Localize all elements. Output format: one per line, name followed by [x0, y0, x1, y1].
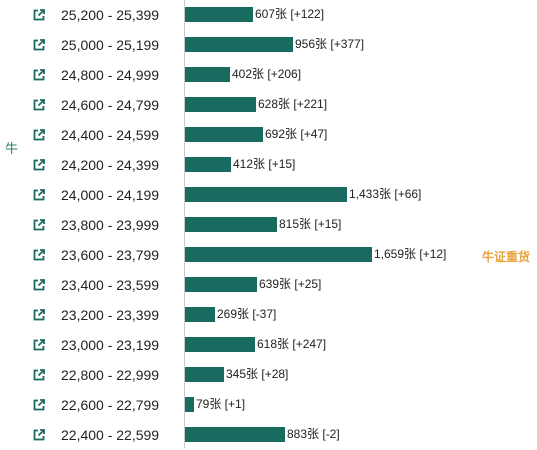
bar	[185, 427, 285, 442]
table-row: 23,000 - 23,199 618张 [+247]	[0, 330, 537, 360]
table-row: 22,800 - 22,999 345张 [+28]	[0, 360, 537, 390]
external-link-icon[interactable]	[33, 429, 45, 441]
range-label: 23,000 - 23,199	[61, 337, 160, 353]
external-link-icon[interactable]	[33, 309, 45, 321]
bar-group: 412张 [+15]	[185, 157, 295, 172]
range-label: 24,600 - 24,799	[61, 97, 160, 113]
range-label: 25,000 - 25,199	[61, 37, 160, 53]
bar-value-label: 618张 [+247]	[257, 337, 327, 351]
bar	[185, 307, 215, 322]
range-label: 22,400 - 22,599	[61, 427, 160, 443]
table-row: 22,400 - 22,599 883张 [-2]	[0, 420, 537, 450]
heavy-position-tag: 牛证重货	[482, 250, 531, 264]
bar-value-label: 412张 [+15]	[233, 157, 296, 171]
range-label: 24,400 - 24,599	[61, 127, 160, 143]
external-link-icon[interactable]	[33, 189, 45, 201]
bar-group: 692张 [+47]	[185, 127, 327, 142]
external-link-icon[interactable]	[33, 129, 45, 141]
range-label: 25,200 - 25,399	[61, 7, 160, 23]
bar	[185, 247, 372, 262]
bar-value-label: 956张 [+377]	[295, 37, 365, 51]
external-link-icon[interactable]	[33, 69, 45, 81]
table-row: 23,200 - 23,399 269张 [-37]	[0, 300, 537, 330]
bar-value-label: 1,433张 [+66]	[349, 187, 422, 201]
bar-group: 815张 [+15]	[185, 217, 341, 232]
bar-value-label: 345张 [+28]	[226, 367, 289, 381]
table-row: 24,200 - 24,399 412张 [+15]	[0, 150, 537, 180]
external-link-icon[interactable]	[33, 219, 45, 231]
bar	[185, 37, 293, 52]
bar-group: 345张 [+28]	[185, 367, 288, 382]
bar-value-label: 628张 [+221]	[258, 97, 328, 111]
external-link-icon[interactable]	[33, 39, 45, 51]
range-label: 23,400 - 23,599	[61, 277, 160, 293]
bar	[185, 157, 231, 172]
bar-group: 1,433张 [+66]	[185, 187, 421, 202]
range-label: 23,600 - 23,799	[61, 247, 160, 263]
bar	[185, 187, 347, 202]
bar-value-label: 607张 [+122]	[255, 7, 325, 21]
bar-group: 1,659张 [+12]	[185, 247, 446, 262]
bar-group: 607张 [+122]	[185, 7, 324, 22]
bar	[185, 67, 230, 82]
table-row: 24,400 - 24,599 692张 [+47]	[0, 120, 537, 150]
bar-value-label: 883张 [-2]	[287, 427, 340, 441]
bar-value-label: 269张 [-37]	[217, 307, 277, 321]
side-label: 牛	[5, 141, 19, 156]
bar	[185, 397, 194, 412]
range-label: 22,600 - 22,799	[61, 397, 160, 413]
external-link-icon[interactable]	[33, 339, 45, 351]
table-row: 24,000 - 24,199 1,433张 [+66]	[0, 180, 537, 210]
bar-value-label: 639张 [+25]	[259, 277, 322, 291]
bar	[185, 277, 257, 292]
range-label: 24,000 - 24,199	[61, 187, 160, 203]
table-row: 25,200 - 25,399 607张 [+122]	[0, 0, 537, 30]
bar-group: 269张 [-37]	[185, 307, 276, 322]
external-link-icon[interactable]	[33, 399, 45, 411]
bar	[185, 217, 277, 232]
external-link-icon[interactable]	[33, 369, 45, 381]
bar-value-label: 79张 [+1]	[196, 397, 246, 411]
bar	[185, 97, 256, 112]
external-link-icon[interactable]	[33, 99, 45, 111]
bar-group: 628张 [+221]	[185, 97, 327, 112]
table-row: 23,400 - 23,599 639张 [+25]	[0, 270, 537, 300]
range-label: 24,200 - 24,399	[61, 157, 160, 173]
external-link-icon[interactable]	[33, 249, 45, 261]
bar	[185, 7, 253, 22]
table-row: 22,600 - 22,799 79张 [+1]	[0, 390, 537, 420]
table-row: 23,800 - 23,999 815张 [+15]	[0, 210, 537, 240]
bar-value-label: 1,659张 [+12]	[374, 247, 447, 261]
bar-value-label: 692张 [+47]	[265, 127, 328, 141]
table-row: 24,800 - 24,999 402张 [+206]	[0, 60, 537, 90]
range-label: 22,800 - 22,999	[61, 367, 160, 383]
bar-group: 402张 [+206]	[185, 67, 301, 82]
external-link-icon[interactable]	[33, 9, 45, 21]
chart-axis	[184, 0, 185, 448]
range-label: 24,800 - 24,999	[61, 67, 160, 83]
bar-group: 618张 [+247]	[185, 337, 326, 352]
bar	[185, 127, 263, 142]
table-row: 24,600 - 24,799 628张 [+221]	[0, 90, 537, 120]
range-label: 23,200 - 23,399	[61, 307, 160, 323]
external-link-icon[interactable]	[33, 159, 45, 171]
bar-group: 79张 [+1]	[185, 397, 245, 412]
bar-value-label: 815张 [+15]	[279, 217, 342, 231]
bar-value-label: 402张 [+206]	[232, 67, 302, 81]
bar	[185, 367, 224, 382]
bar-group: 956张 [+377]	[185, 37, 364, 52]
bar-group: 883张 [-2]	[185, 427, 340, 442]
bar	[185, 337, 255, 352]
external-link-icon[interactable]	[33, 279, 45, 291]
range-label: 23,800 - 23,999	[61, 217, 160, 233]
table-row: 23,600 - 23,799 1,659张 [+12] 牛证重货	[0, 240, 537, 270]
bar-group: 639张 [+25]	[185, 277, 321, 292]
table-row: 25,000 - 25,199 956张 [+377]	[0, 30, 537, 60]
